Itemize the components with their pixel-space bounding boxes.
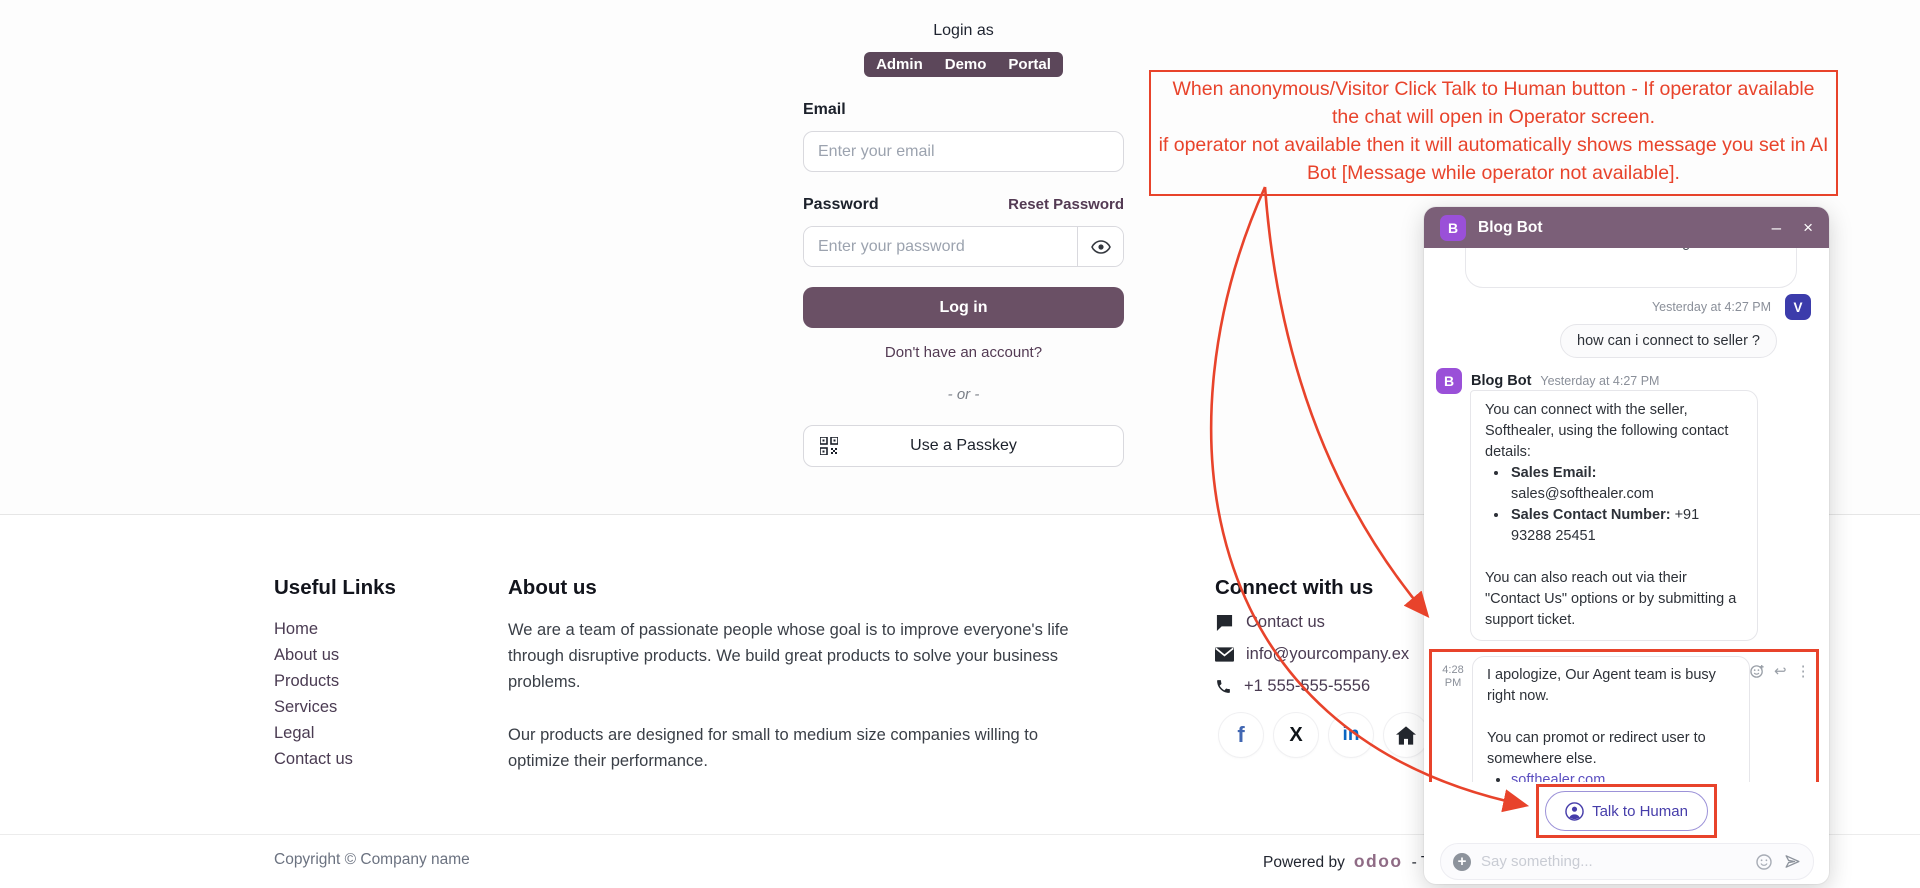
about-paragraph-2: Our products are designed for small to m…: [508, 726, 1039, 770]
footer-bottom-bar: Copyright © Company name Powered by odoo…: [0, 834, 1920, 871]
signup-link[interactable]: Don't have an account?: [884, 344, 1043, 361]
chat-header[interactable]: B Blog Bot – ×: [1424, 207, 1829, 248]
role-demo-button[interactable]: Demo: [944, 56, 987, 73]
contact-us-label: Contact us: [1246, 613, 1325, 631]
eye-icon: [1090, 239, 1111, 254]
bot-name: Blog Bot: [1471, 373, 1532, 389]
message-time: 4:28 PM: [1442, 664, 1464, 689]
or-divider: - or -: [947, 386, 980, 403]
talk-to-human-zone: Talk to Human: [1424, 782, 1829, 840]
bot-message: You can connect with the seller, Softhea…: [1470, 390, 1758, 641]
emoji-icon[interactable]: [1756, 853, 1772, 870]
envelope-icon: [1215, 647, 1234, 662]
password-field[interactable]: [804, 227, 1077, 266]
add-reaction-icon[interactable]: [1750, 664, 1765, 682]
minimize-icon[interactable]: –: [1771, 218, 1782, 237]
footer-link-services[interactable]: Services: [274, 698, 338, 716]
footer-link-contact[interactable]: Contact us: [274, 750, 353, 768]
bot-avatar: B: [1440, 214, 1466, 241]
visitor-avatar: V: [1785, 294, 1811, 320]
talk-to-human-button[interactable]: Talk to Human: [1545, 791, 1708, 831]
about-title: About us: [508, 576, 597, 599]
password-field-wrap: [803, 226, 1124, 267]
send-icon[interactable]: [1784, 853, 1801, 870]
visitor-message-meta: Yesterday at 4:27 PM V: [1424, 294, 1811, 320]
chat-message-list[interactable]: Odoo versions 8 through 18. Yesterday at…: [1424, 248, 1829, 782]
footer-useful-links: Useful Links Home About us Products Serv…: [274, 576, 396, 772]
passkey-button-label: Use a Passkey: [910, 437, 1017, 454]
reply-icon[interactable]: ↩: [1774, 663, 1787, 680]
facebook-icon: f: [1237, 722, 1245, 747]
email-label: info@yourcompany.ex: [1246, 645, 1410, 663]
facebook-button[interactable]: f: [1219, 713, 1263, 757]
useful-links-title: Useful Links: [274, 576, 396, 599]
home-icon: [1396, 725, 1416, 745]
bot-message-bullet-1: Sales Email: sales@softhealer.com: [1509, 463, 1743, 505]
social-links: f X in: [1219, 713, 1428, 757]
talk-to-human-label: Talk to Human: [1592, 802, 1688, 820]
softhealer-link[interactable]: softhealer.com: [1511, 772, 1606, 782]
bot-timestamp: Yesterday at 4:27 PM: [1540, 374, 1660, 388]
attach-plus-icon[interactable]: +: [1453, 852, 1471, 871]
password-label-row: Password Reset Password: [803, 196, 1124, 214]
x-twitter-button[interactable]: X: [1274, 713, 1318, 757]
bot-message-outro: You can also reach out via their "Contac…: [1485, 570, 1737, 628]
spacer: [1485, 547, 1743, 568]
spacer: [1487, 707, 1735, 728]
visitor-message: how can i connect to seller ?: [1560, 324, 1777, 358]
annotation-line-2: if operator not available then it will a…: [1158, 134, 1829, 184]
footer-link-legal[interactable]: Legal: [274, 724, 315, 742]
passkey-button[interactable]: Use a Passkey: [803, 425, 1124, 467]
unavailable-line-2: You can promot or redirect user to somew…: [1487, 730, 1706, 767]
about-paragraph-1: We are a team of passionate people whose…: [508, 621, 1069, 691]
footer-link-products[interactable]: Products: [274, 672, 340, 690]
login-as-label: Login as: [933, 22, 994, 39]
reset-password-link[interactable]: Reset Password: [1008, 196, 1124, 213]
unavailable-line-1: I apologize, Our Agent team is busy righ…: [1487, 667, 1716, 704]
footer-link-about[interactable]: About us: [274, 646, 340, 664]
login-button[interactable]: Log in: [803, 287, 1124, 328]
email-label: Email: [803, 101, 846, 118]
chat-message-input[interactable]: [1481, 853, 1744, 870]
bot-avatar: B: [1436, 368, 1462, 394]
chat-composer: +: [1440, 843, 1814, 880]
clipped-bot-message: Odoo versions 8 through 18.: [1465, 248, 1797, 288]
x-twitter-icon: X: [1289, 723, 1303, 746]
website-home-button[interactable]: [1384, 713, 1428, 757]
linkedin-icon: in: [1342, 724, 1360, 745]
show-password-button[interactable]: [1077, 227, 1123, 266]
footer-about: About us We are a team of passionate peo…: [508, 576, 1070, 774]
copyright-text: Copyright © Company name: [274, 851, 470, 868]
livechat-window: B Blog Bot – × Odoo versions 8 through 1…: [1424, 207, 1829, 884]
bot-message-intro: You can connect with the seller, Softhea…: [1485, 402, 1729, 460]
email-field[interactable]: [803, 131, 1124, 172]
annotation-line-1: When anonymous/Visitor Click Talk to Hum…: [1172, 78, 1815, 128]
close-icon[interactable]: ×: [1803, 218, 1813, 237]
powered-by: Powered by odoo - T: [1263, 851, 1430, 872]
footer-link-home[interactable]: Home: [274, 620, 319, 638]
powered-by-label: Powered by: [1263, 854, 1345, 871]
bot-message-bullet-2: Sales Contact Number: +91 93288 25451: [1509, 505, 1743, 547]
login-form: Login as Admin Demo Portal Email Passwor…: [803, 22, 1124, 467]
chat-title: Blog Bot: [1478, 218, 1543, 236]
role-portal-button[interactable]: Portal: [1008, 56, 1051, 73]
person-icon: [1565, 801, 1584, 821]
passkey-qr-icon: [820, 437, 838, 455]
linkedin-button[interactable]: in: [1329, 713, 1373, 757]
role-admin-button[interactable]: Admin: [876, 56, 923, 73]
phone-icon: [1217, 680, 1230, 693]
operator-unavailable-message: I apologize, Our Agent team is busy righ…: [1472, 656, 1750, 782]
odoo-logo[interactable]: odoo: [1353, 851, 1403, 871]
more-options-icon[interactable]: ⋮: [1795, 663, 1811, 680]
chat-bubble-icon: [1216, 614, 1233, 631]
password-label: Password: [803, 196, 879, 213]
phone-label: +1 555-555-5556: [1244, 677, 1371, 695]
role-switcher: Admin Demo Portal: [864, 52, 1063, 77]
annotation-box: When anonymous/Visitor Click Talk to Hum…: [1149, 70, 1838, 196]
talk-to-human-highlight: Talk to Human: [1536, 784, 1717, 838]
operator-unavailable-highlight: 4:28 PM I apologize, Our Agent team is b…: [1429, 649, 1819, 782]
visitor-timestamp: Yesterday at 4:27 PM: [1651, 300, 1771, 314]
message-actions: ↩ ⋮: [1750, 656, 1817, 782]
